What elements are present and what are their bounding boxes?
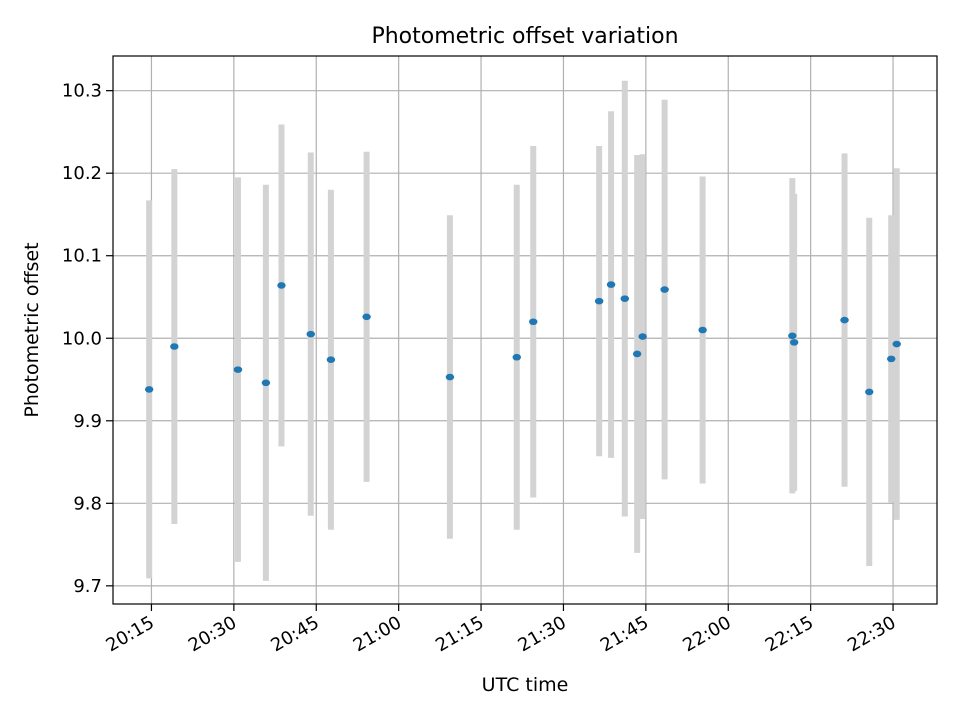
plot-frame: [112, 55, 938, 605]
plot-area-background: [113, 56, 937, 604]
data-point: [362, 313, 371, 321]
data-point: [887, 355, 896, 363]
data-point: [660, 286, 669, 293]
y-tick-label: 9.7: [73, 576, 102, 597]
data-point: [594, 297, 604, 305]
data-point: [892, 340, 901, 348]
data-point: [144, 386, 154, 393]
data-point: [789, 339, 799, 346]
data-point: [277, 282, 286, 289]
data-point: [512, 353, 521, 361]
marker-layer: [144, 281, 901, 396]
x-axis-label: UTC time: [482, 674, 569, 696]
data-point: [306, 330, 315, 338]
data-point: [170, 343, 179, 350]
data-point: [261, 379, 271, 387]
data-point: [606, 281, 616, 288]
grid-layer: [113, 56, 937, 604]
data-point: [326, 356, 336, 364]
y-tick-label: 9.9: [73, 411, 102, 432]
y-axis-ticks: 9.7 9.8 9.9 10.0 10.1 10.2 10.3: [62, 81, 113, 597]
data-point: [698, 326, 707, 334]
data-point: [638, 333, 647, 340]
data-point: [632, 350, 642, 358]
y-tick-label: 9.8: [73, 493, 102, 514]
y-tick-label: 10.2: [62, 163, 102, 184]
data-point: [620, 295, 629, 302]
chart-title: Photometric offset variation: [371, 24, 678, 49]
data-point: [233, 366, 243, 373]
data-point: [529, 318, 538, 326]
data-point: [840, 316, 849, 324]
data-point: [865, 388, 874, 396]
y-axis-label: Photometric offset: [21, 242, 43, 417]
data-point: [788, 332, 797, 340]
y-tick-label: 10.0: [62, 328, 102, 349]
y-tick-label: 10.1: [62, 246, 102, 267]
y-tick-label: 10.3: [62, 81, 102, 102]
data-point: [445, 373, 455, 381]
